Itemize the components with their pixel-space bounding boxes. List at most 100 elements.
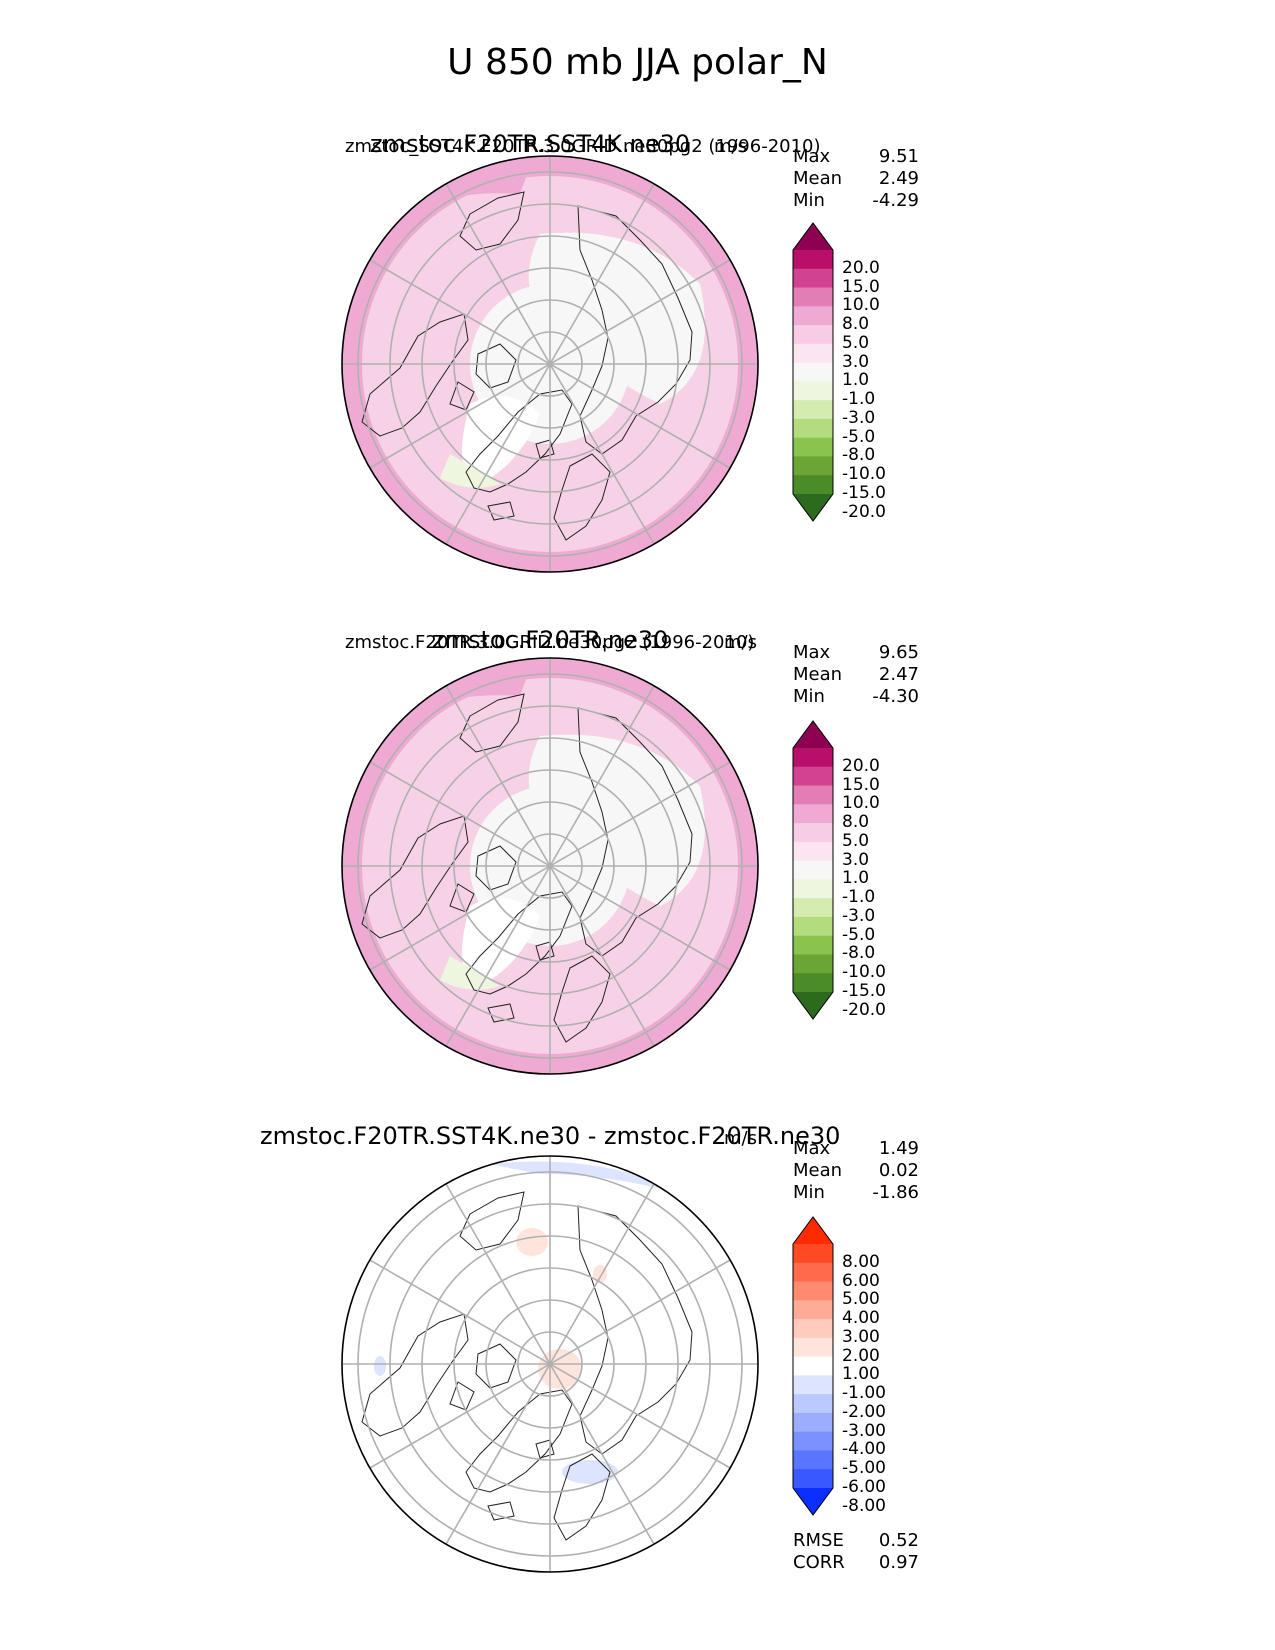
- colorbar-tick-label: 20.0: [842, 257, 880, 278]
- colorbar-tick-label: 2.00: [842, 1345, 880, 1366]
- colorbar-segment: [793, 400, 833, 420]
- stat-min: -4.30: [872, 686, 919, 707]
- colorbar-extend-top: [793, 1217, 833, 1244]
- meridian-line: [369, 1259, 731, 1469]
- colorbar-segment: [793, 1412, 833, 1433]
- coastline: [459, 1191, 525, 1251]
- corr-value: 0.97: [878, 1552, 919, 1573]
- colorbar-outline: [792, 1216, 834, 1516]
- stat-max-label: Max: [793, 1138, 831, 1159]
- corr-label: CORR: [793, 1552, 845, 1573]
- field-easterly-region: [440, 454, 500, 488]
- colorbar: [792, 222, 834, 522]
- colorbar-segment: [793, 766, 833, 787]
- colorbar-tick-label: 1.00: [842, 1364, 880, 1385]
- stats-box: Max 1.49 Mean 0.02 Min -1.86: [793, 1138, 919, 1204]
- coastline: [475, 343, 517, 389]
- coastline: [535, 439, 555, 459]
- colorbar-segment: [793, 860, 833, 880]
- colorbar-tick-label: -15.0: [842, 483, 886, 503]
- colorbar-segment: [793, 306, 833, 326]
- colorbar-tick-label: -4.00: [842, 1439, 886, 1460]
- colorbar-segment: [793, 456, 833, 476]
- coastline: [535, 941, 555, 961]
- colorbar-segment: [793, 1469, 833, 1489]
- colorbar-tick-label: 1.0: [842, 370, 870, 391]
- colorbar-segment: [793, 1300, 833, 1320]
- meridian-line: [369, 761, 731, 971]
- colorbar-segment: [793, 1262, 833, 1283]
- colorbar-segment: [793, 935, 833, 955]
- stat-min: -1.86: [872, 1182, 919, 1203]
- colorbar-tick-label: -1.0: [842, 389, 876, 410]
- colorbar-tick-label: 3.0: [842, 351, 870, 372]
- colorbar-outline: [792, 222, 834, 522]
- colorbar-segment: [793, 250, 833, 270]
- stat-mean-label: Mean: [793, 664, 843, 685]
- colorbar-tick-label: -3.00: [842, 1420, 886, 1441]
- colorbar-extend-top: [793, 721, 833, 748]
- colorbar-segment: [793, 418, 833, 439]
- colorbar-segment: [793, 954, 833, 974]
- panel-difference: zmstoc.F20TR.SST4K.ne30 - zmstoc.F20TR.n…: [0, 1122, 1275, 1592]
- field-positive-region: [593, 1265, 607, 1283]
- coastline: [459, 191, 525, 251]
- colorbar-tick-label: -5.00: [842, 1458, 886, 1479]
- colorbar-tick-label: 20.0: [842, 755, 880, 776]
- polar-map: [341, 1155, 759, 1573]
- colorbar-segment: [793, 1244, 833, 1264]
- stat-mean: 2.47: [878, 664, 919, 685]
- colorbar-segment: [793, 343, 833, 364]
- colorbar-tick-label: -1.00: [842, 1383, 886, 1404]
- colorbar-tick-label: -6.00: [842, 1477, 886, 1497]
- colorbar-tick-label: 8.0: [842, 812, 870, 833]
- stat-min: -4.29: [872, 190, 919, 211]
- coastline: [553, 453, 611, 541]
- colorbar-segment: [793, 879, 833, 899]
- colorbar-segment: [793, 1319, 833, 1339]
- coastline: [487, 501, 515, 521]
- colorbar-tick-label: 10.0: [842, 295, 880, 316]
- map-field: [342, 156, 758, 572]
- stat-mean: 0.02: [878, 1160, 919, 1181]
- polar-map: [341, 155, 759, 573]
- colorbar: [792, 1216, 834, 1516]
- colorbar-tick-label: -3.0: [842, 905, 876, 926]
- colorbar-tick-label: -5.0: [842, 426, 876, 447]
- panel-title: zmstoc.F20TR.SST4K.ne30: [370, 130, 691, 158]
- colorbar-segment: [793, 1450, 833, 1470]
- panel-units: m/s: [724, 1128, 757, 1149]
- colorbar-extend-bottom: [793, 494, 833, 521]
- colorbar-segment: [793, 1356, 833, 1376]
- colorbar-segment: [793, 973, 833, 993]
- colorbar-tick-label: -8.00: [842, 1495, 886, 1516]
- stat-mean-label: Mean: [793, 168, 843, 189]
- colorbar-tick-label: 8.0: [842, 314, 870, 335]
- colorbar-tick-label: 15.0: [842, 276, 880, 297]
- colorbar-tick-label: -15.0: [842, 981, 886, 1001]
- field-easterly-region: [440, 956, 500, 990]
- map-boundary: [341, 155, 759, 573]
- colorbar-segment: [793, 785, 833, 805]
- colorbar-segment: [793, 1375, 833, 1395]
- colorbar-segment: [793, 898, 833, 918]
- panel-reference: zmstoc.F20TR.ne30 zmstoc.F20TR.3.0GRID.n…: [0, 626, 1275, 1096]
- field-negative-region: [490, 1161, 680, 1194]
- field-negative-region: [374, 1356, 386, 1376]
- panel-test: zmstoc.F20TR.SST4K.ne30 zmstoc_SST4K.F20…: [0, 130, 1275, 600]
- coastline: [577, 205, 693, 455]
- colorbar-tick-label: -8.0: [842, 943, 876, 964]
- colorbar-segment: [793, 381, 833, 401]
- panel-title: zmstoc.F20TR.ne30: [432, 626, 669, 654]
- colorbar-tick-label: 5.0: [842, 830, 870, 851]
- metrics-box: RMSE 0.52 CORR 0.97: [793, 1530, 919, 1574]
- meridian-line: [369, 259, 731, 469]
- coastline: [361, 1313, 469, 1437]
- colorbar-segment: [793, 1337, 833, 1358]
- colorbar-segment: [793, 1431, 833, 1451]
- colorbar-segment: [793, 823, 833, 843]
- colorbar-tick-label: 1.0: [842, 868, 870, 889]
- map-field: [342, 1156, 758, 1572]
- colorbar-extend-top: [793, 223, 833, 250]
- stat-max-label: Max: [793, 146, 831, 167]
